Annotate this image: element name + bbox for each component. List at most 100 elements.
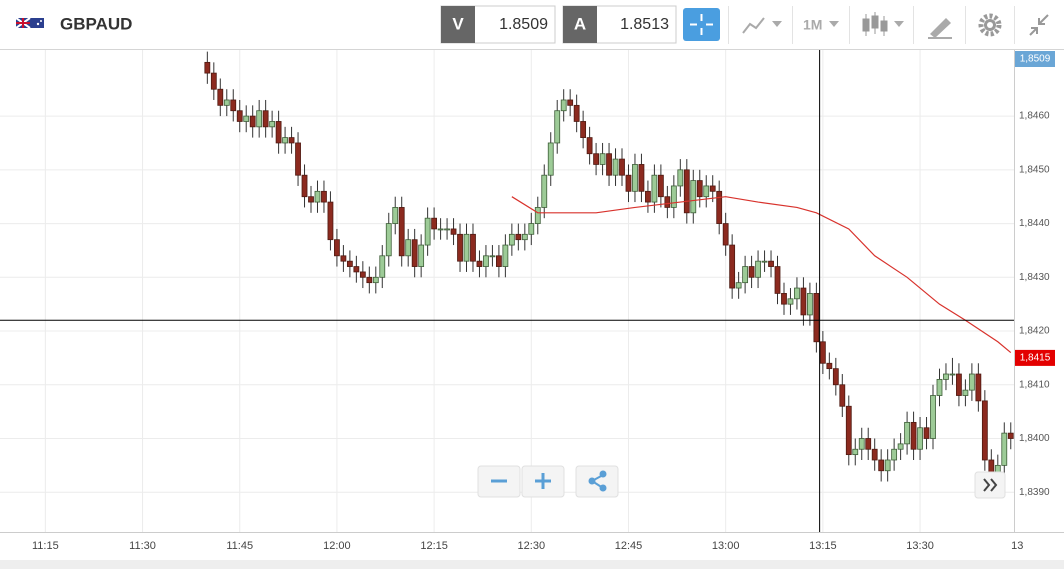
- candle-body: [807, 293, 813, 316]
- candle-body: [657, 174, 664, 198]
- candle-body: [670, 185, 677, 208]
- indicator-button[interactable]: [742, 17, 782, 34]
- candle-body: [664, 196, 671, 208]
- ask-price: 1.8513: [620, 16, 669, 33]
- price-badge: [1015, 51, 1055, 67]
- bid-letter-bg: [441, 6, 475, 43]
- ask-letter: A: [574, 14, 586, 33]
- x-tick-label: 11:45: [226, 540, 253, 552]
- candle-body: [463, 233, 470, 262]
- candle-body: [858, 438, 865, 450]
- candle-body: [930, 395, 936, 439]
- candle-body: [651, 174, 658, 203]
- candle-body: [269, 121, 276, 128]
- candle-body: [826, 362, 833, 370]
- candle-body: [424, 217, 431, 246]
- candle-body: [288, 137, 295, 144]
- drawing-button[interactable]: [928, 18, 952, 39]
- zoom-in-button[interactable]: [521, 465, 565, 498]
- y-tick-label: 1,8450: [1019, 164, 1050, 175]
- candle-body: [210, 72, 217, 90]
- share-button[interactable]: [575, 465, 619, 498]
- candle-body: [282, 137, 288, 144]
- candle-body: [761, 260, 768, 263]
- candle-body: [884, 459, 891, 472]
- candle-body: [314, 190, 321, 203]
- candle-body: [534, 207, 541, 224]
- zoom-out-button[interactable]: [477, 465, 521, 498]
- candle-body: [554, 110, 561, 144]
- candle-body: [781, 293, 787, 305]
- candle-body: [236, 110, 243, 122]
- y-tick-label: 1,8390: [1019, 487, 1050, 498]
- candle-body: [632, 164, 638, 192]
- candle-body: [359, 271, 366, 278]
- crosshair-button[interactable]: [683, 8, 720, 41]
- candle-body: [392, 207, 399, 224]
- candle-body: [891, 448, 898, 461]
- candle-body: [897, 443, 904, 450]
- candle-body: [256, 110, 263, 128]
- bid-letter: V: [452, 14, 464, 33]
- x-tick-label: 13:15: [809, 540, 837, 552]
- price-badge-label: 1,8509: [1020, 54, 1051, 65]
- candle-body: [580, 121, 587, 138]
- candle-body: [755, 260, 761, 278]
- candle-body: [308, 196, 314, 203]
- scroll-right-button[interactable]: [974, 471, 1006, 499]
- candle-body: [787, 298, 794, 305]
- candle-body: [593, 153, 599, 165]
- candle-body: [502, 244, 509, 267]
- candle-body: [735, 282, 742, 289]
- candle-body: [450, 228, 457, 235]
- candle-body: [340, 255, 347, 262]
- x-tick-label: 12:15: [420, 540, 448, 552]
- chart-type-button[interactable]: [862, 12, 904, 36]
- candle-body: [774, 266, 781, 294]
- candle-body: [230, 99, 237, 112]
- x-tick-label: 11:30: [129, 540, 156, 552]
- candle-body: [567, 99, 574, 106]
- candle-body: [968, 373, 975, 391]
- candle-body: [839, 384, 846, 407]
- candle-body: [936, 378, 943, 396]
- x-tick-label: 12:30: [518, 540, 546, 552]
- candle-body: [223, 99, 230, 106]
- candle-body: [457, 233, 463, 262]
- candle-body: [923, 427, 930, 439]
- candle-body: [437, 228, 444, 231]
- candle-body: [249, 115, 256, 128]
- candle-body: [295, 142, 301, 176]
- settings-button[interactable]: [978, 13, 1002, 37]
- candle-body: [956, 373, 962, 396]
- candle-body: [476, 260, 483, 267]
- candle-body: [794, 287, 800, 300]
- candle-body: [521, 233, 528, 241]
- candle-body: [625, 174, 632, 192]
- candle-body: [683, 169, 690, 214]
- candle-body: [645, 190, 651, 203]
- candle-body: [327, 201, 334, 241]
- candle-body: [541, 174, 548, 208]
- candle-body: [943, 373, 949, 380]
- y-tick-label: 1,8400: [1019, 433, 1050, 444]
- candle-body: [962, 389, 969, 396]
- price-badge-label: 1,8415: [1020, 353, 1051, 364]
- candle-body: [742, 266, 749, 284]
- candle-body: [418, 244, 425, 267]
- candle-body: [515, 233, 522, 241]
- ask-letter-bg: [563, 6, 597, 43]
- candle-body: [346, 260, 353, 267]
- candle-body: [981, 400, 988, 461]
- collapse-button[interactable]: [1029, 14, 1049, 36]
- timeframe[interactable]: 1M: [803, 17, 822, 33]
- candle-body: [638, 164, 645, 192]
- candle-body: [813, 293, 820, 343]
- candle-body: [852, 448, 859, 456]
- flag-icon: [15, 17, 44, 29]
- candle-body: [910, 421, 917, 450]
- candle-body: [528, 223, 535, 235]
- candle-body: [690, 180, 697, 214]
- candle-body: [949, 373, 956, 376]
